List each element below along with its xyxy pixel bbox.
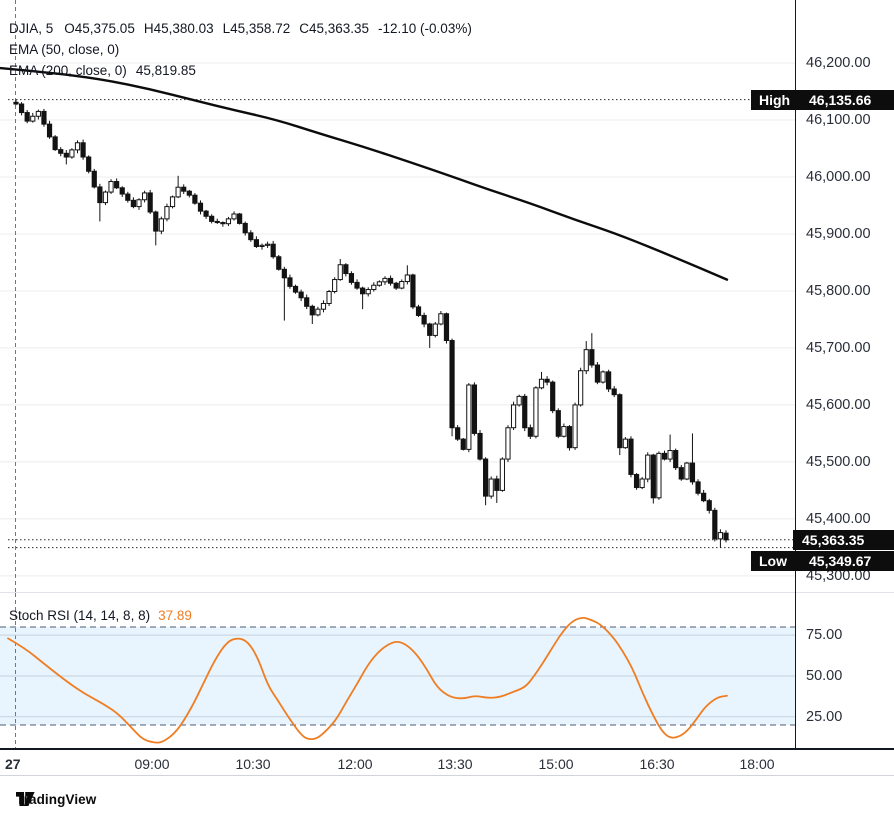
price-tick: 46,200.00 — [806, 54, 871, 71]
tradingview-logo-icon — [16, 792, 35, 806]
price-tick: 45,700.00 — [806, 339, 871, 356]
time-label: 18:00 — [739, 756, 775, 772]
stoch-tick: 50.00 — [806, 667, 843, 684]
ema200-legend-row[interactable]: EMA (200, close, 0) 45,819.85 — [9, 60, 481, 81]
stoch-tick: 75.00 — [806, 627, 843, 644]
time-axis[interactable]: 27 09:00 10:30 12:00 13:30 15:00 16:30 18:00 — [0, 748, 894, 776]
ohlc-close: C45,363.35 — [299, 21, 370, 36]
ohlc-open: O45,375.05 — [64, 21, 135, 36]
stoch-legend-row[interactable]: Stoch RSI (14, 14, 8, 8) 37.89 — [9, 608, 192, 623]
price-axis-border — [795, 0, 796, 776]
ema50-label[interactable]: EMA (50, close, 0) — [9, 42, 120, 57]
main-legend: DJIA, 5 O45,375.05 H45,380.03 L45,358.72 C45… — [9, 18, 481, 81]
price-pane[interactable] — [0, 0, 795, 593]
symbol-ohlc-row[interactable]: DJIA, 5 O45,375.05 H45,380.03 L45,358.72 C45… — [9, 18, 481, 39]
stoch-tick: 25.00 — [806, 708, 843, 725]
ohlc-low: L45,358.72 — [222, 21, 291, 36]
time-label: 12:00 — [337, 756, 373, 772]
ema50-legend-row[interactable]: EMA (50, close, 0) — [9, 39, 481, 60]
price-tick: 45,500.00 — [806, 453, 871, 470]
price-tick: 46,100.00 — [806, 111, 871, 128]
change-value: -12.10 (-0.03%) — [378, 21, 472, 36]
high-price-badge: High 46,135.66 — [751, 89, 894, 110]
ema200-value: 45,819.85 — [135, 63, 196, 78]
tradingview-wordmark[interactable]: TradingView — [16, 792, 97, 807]
time-label: 10:30 — [235, 756, 271, 772]
time-label: 27 — [5, 756, 21, 772]
price-axis[interactable]: 46,200.00 46,100.00 46,000.00 45,900.00 45,8… — [796, 0, 894, 776]
price-tick: 45,300.00 — [806, 567, 871, 584]
tradingview-attribution[interactable]: TradingView — [16, 792, 96, 807]
time-label: 09:00 — [134, 756, 170, 772]
time-label: 16:30 — [639, 756, 675, 772]
price-tick: 46,000.00 — [806, 168, 871, 185]
price-tick: 45,600.00 — [806, 396, 871, 413]
stoch-value: 37.89 — [158, 608, 192, 623]
time-label: 15:00 — [538, 756, 574, 772]
stoch-title[interactable]: Stoch RSI (14, 14, 8, 8) — [9, 608, 151, 623]
last-price-badge: 45,363.35 — [793, 529, 894, 550]
low-price-badge: Low 45,349.67 — [751, 550, 894, 571]
time-label: 13:30 — [437, 756, 473, 772]
ema200-label[interactable]: EMA (200, close, 0) — [9, 63, 127, 78]
symbol-interval[interactable]: DJIA, 5 — [9, 21, 54, 36]
price-tick: 45,400.00 — [806, 510, 871, 527]
price-tick: 45,900.00 — [806, 225, 871, 242]
pane-divider[interactable] — [0, 592, 894, 593]
ohlc-high: H45,380.03 — [143, 21, 214, 36]
price-tick: 45,800.00 — [806, 282, 871, 299]
stoch-rsi-pane[interactable] — [0, 593, 795, 748]
